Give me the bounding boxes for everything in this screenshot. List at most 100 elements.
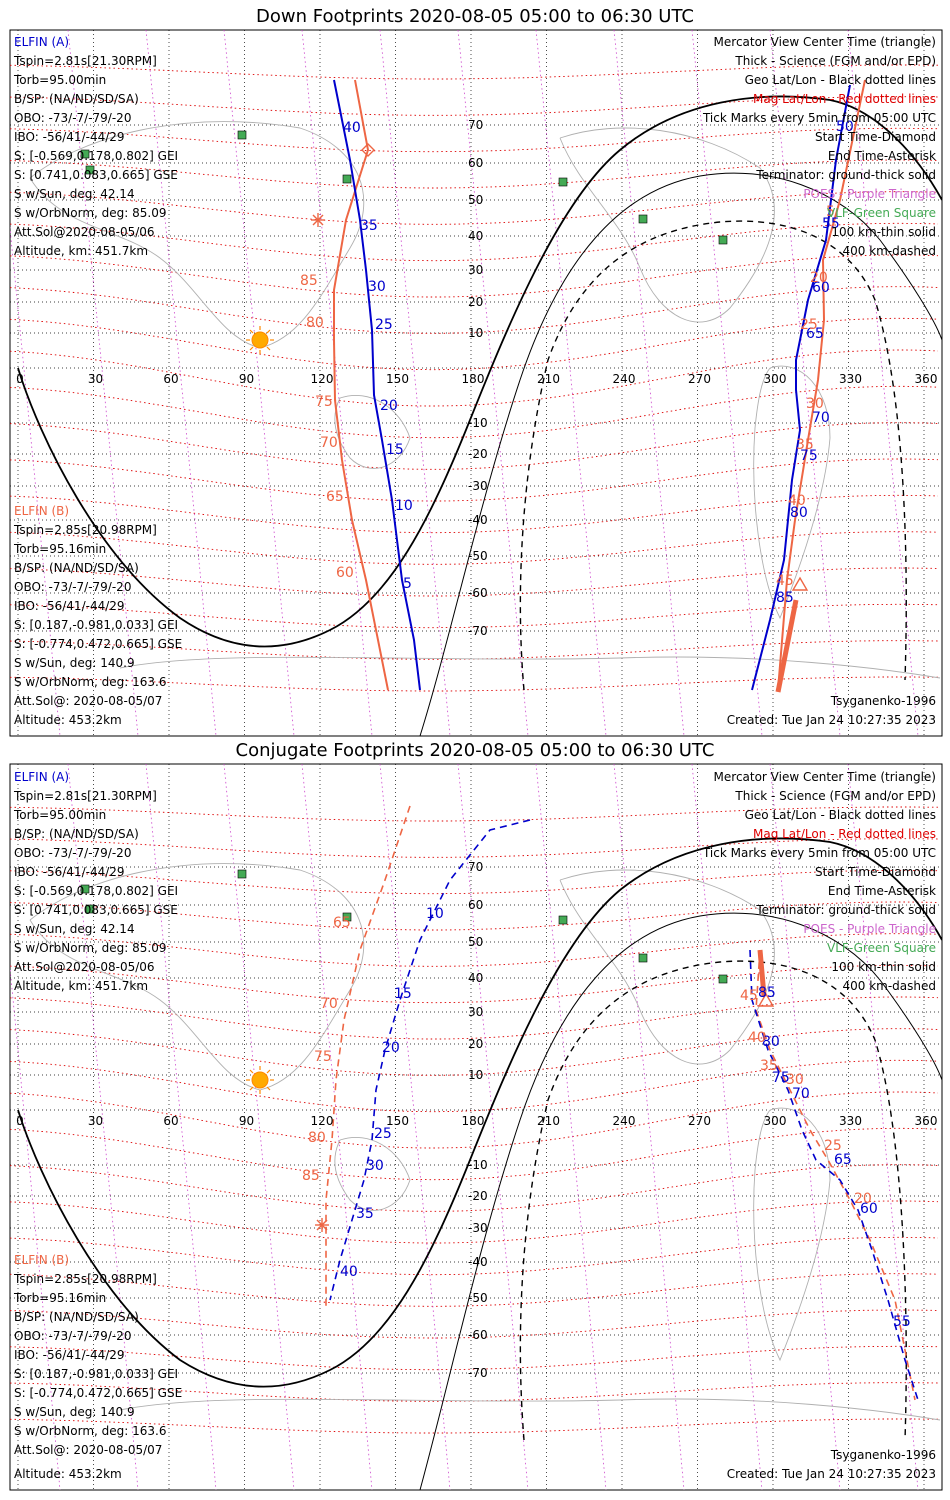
b-tick-label: 70 [320,996,338,1012]
info-line: S w/Sun, deg: 140.9 [14,656,135,670]
created-label: Created: Tue Jan 24 10:27:35 2023 [727,713,936,727]
legend-item: Mag Lat/Lon - Red dotted lines [753,92,936,106]
lat-tick: 10 [468,326,483,340]
terminator-400km [519,220,907,691]
lon-tick: 330 [839,1114,862,1128]
vlf-square [558,177,568,187]
coastline [119,1398,941,1421]
a-tick-label: 75 [800,448,818,464]
info-line: B/SP: (NA/ND/SD/SA) [14,561,139,575]
lon-tick: 90 [239,372,254,386]
info-line: S: [-0.569,0.178,0.802] GEI [14,884,178,898]
legend-item: 400 km-dashed [842,244,936,258]
coastline [334,1136,411,1211]
elfin-a-time-ticks: 10 15 20 25 30 35 40 85 80 75 70 65 60 5… [340,906,911,1330]
center-triangle [757,992,775,1007]
lat-tick: -50 [468,549,488,563]
terminator-100km [419,912,942,1490]
lat-tick: 20 [468,295,483,309]
lon-tick: 150 [386,1114,409,1128]
a-tick-label: 25 [374,1126,392,1142]
lat-tick: 10 [468,1068,483,1082]
legend-item: POES - Purple Triangle [803,187,936,201]
mag-parallel [10,603,939,629]
b-tick-label: 60 [336,565,354,581]
mag-meridian [67,764,139,1490]
info-line: IBO: -56/41/-44/29 [14,1348,125,1362]
legend: Mercator View Center Time (triangle) Thi… [702,35,936,727]
info-line: Torb=95.16min [13,542,106,556]
mag-parallel [10,1164,939,1212]
a-tick-label: 15 [386,442,404,458]
lon-tick: 120 [311,372,334,386]
model-label: Tsyganenko-1996 [830,1448,936,1462]
info-line: OBO: -73/-7/-79/-20 [14,1329,131,1343]
b-tick-label: 65 [333,915,351,931]
elfin-b-time-ticks: 85 80 75 70 65 60 5 20 25 30 35 40 45 [300,204,835,589]
info-line: Tspin=2.85s[20.98RPM] [13,523,157,537]
a-tick-label: 20 [382,1040,400,1056]
lon-tick: 360 [915,372,938,386]
vlf-square [718,235,728,245]
lon-tick: 0 [16,372,24,386]
info-line: IBO: -56/41/-44/29 [14,599,125,613]
lon-tick: 330 [839,372,862,386]
info-line: Altitude, km: 451.7km [14,244,148,258]
legend-item: End Time-Asterisk [828,149,936,163]
elfin-b-science-segment [757,949,767,997]
mag-parallel [10,1028,939,1076]
info-line: OBO: -73/-7/-79/-20 [14,846,131,860]
legend-item: Thick - Science (FGM and/or EPD) [734,789,936,803]
lon-tick: 300 [764,372,787,386]
sun-symbol [246,1066,274,1094]
lon-tick-labels: 0 30 60 90 120 150 180 210 240 270 300 330 360 [16,1114,937,1128]
lat-tick: -20 [468,447,488,461]
lat-tick: 30 [468,1005,483,1019]
a-tick-label: 25 [375,317,393,333]
a-tick-label: 80 [790,505,808,521]
elfin-b-science-segment [775,599,799,693]
a-tick-label: 30 [366,1158,384,1174]
vlf-square [237,130,247,140]
b-tick-label: 70 [320,435,338,451]
lat-tick: -20 [468,1189,488,1203]
legend-item: 100 km-thin solid [831,225,936,239]
vlf-stations [80,130,728,245]
a-tick-label: 50 [836,119,854,135]
info-line: Att.Sol@: 2020-08-05/07 [14,694,162,708]
lon-tick: 60 [163,1114,178,1128]
coastline [29,863,365,1091]
vlf-square [85,165,95,175]
b-tick-label: 35 [796,437,814,453]
lat-tick: -70 [468,1366,488,1380]
elfin-b-info: ELFIN (B) Tspin=2.85s[20.98RPM] Torb=95.… [13,504,182,727]
a-tick-label: 35 [356,1206,374,1222]
mag-meridian [613,764,685,1490]
mag-meridian [691,764,763,1490]
mag-parallel [10,1345,939,1371]
elfin-b-eastern-track [777,79,866,691]
geo-grid [10,30,942,736]
a-tick-label: 70 [792,1086,810,1102]
b-tick-label: 20 [810,270,828,286]
coastline [559,127,775,323]
info-line: S w/OrbNorm, deg: 85.09 [14,206,166,220]
end-asterisk [315,1218,329,1232]
coastline [119,656,941,679]
info-line: Tspin=2.81s[21.30RPM] [13,789,157,803]
lat-tick: -10 [468,1158,488,1172]
lon-tick: 210 [537,1114,560,1128]
coastline [559,869,775,1065]
mag-meridian [457,30,529,736]
coastlines [29,121,941,679]
a-tick-label: 60 [812,280,830,296]
elfin-a-western-track [329,819,531,1301]
mag-grid [10,764,939,1490]
mag-parallel [10,1059,939,1113]
mag-parallel [10,901,939,931]
legend-item: VLF-Green Square [827,206,936,220]
b-tick-label: 35 [760,1058,778,1074]
b-tick-label: 45 [776,573,794,589]
b-tick-label: 80 [306,315,324,331]
lat-tick: -30 [468,479,488,493]
